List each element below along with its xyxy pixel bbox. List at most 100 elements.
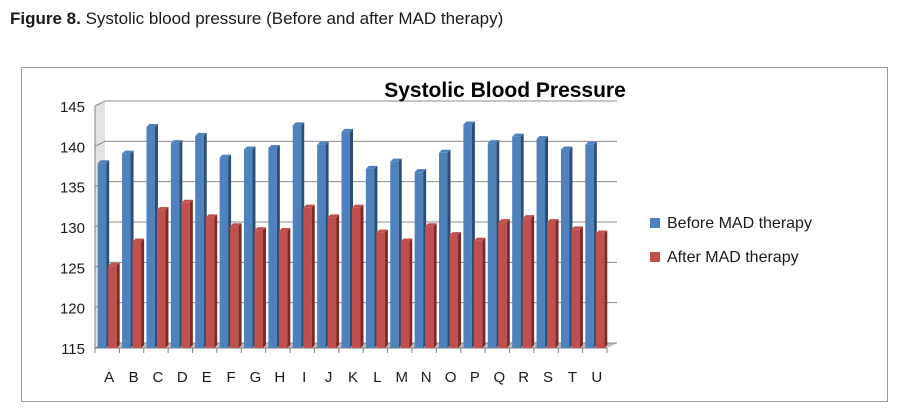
bar-before-top	[195, 132, 207, 136]
bar-before	[243, 146, 256, 348]
bar-before	[560, 146, 573, 348]
bar-after-front	[449, 235, 459, 348]
bar-after-top	[278, 228, 291, 232]
bar-after	[181, 199, 193, 348]
bar-before	[487, 140, 500, 348]
bar-after	[156, 207, 169, 348]
bar-after-top	[547, 219, 559, 223]
bar-after-front	[156, 210, 166, 348]
bar-after-top	[254, 227, 266, 231]
bar-before	[170, 140, 183, 348]
bar-after-side	[311, 204, 315, 348]
bar-before-front	[243, 149, 253, 348]
bar-before-top	[341, 128, 353, 132]
bar-after-front	[547, 222, 556, 348]
bar-before	[365, 165, 378, 348]
bar-after-top	[181, 199, 193, 203]
x-tick-label: D	[177, 369, 188, 386]
gridline	[94, 100, 617, 107]
bar-after-front	[400, 241, 410, 348]
bar-after-side	[262, 227, 266, 348]
bar-after	[327, 214, 340, 348]
bar-after	[425, 223, 437, 348]
bar-after-front	[230, 226, 239, 348]
x-tick-label: A	[104, 369, 114, 386]
bar-after-top	[449, 232, 462, 236]
bar-before-top	[317, 141, 329, 145]
bar-before-front	[414, 172, 424, 348]
bar-after-side	[214, 214, 218, 348]
bar-before-top	[365, 165, 378, 169]
bar-after-top	[352, 204, 364, 208]
bar-after-front	[205, 217, 215, 348]
x-tick-label: L	[373, 369, 381, 386]
bar-after	[108, 262, 120, 348]
bar-before-top	[243, 146, 256, 150]
bar-before	[219, 154, 232, 348]
y-tick-label: 130	[60, 220, 85, 237]
bar-before-top	[390, 158, 402, 162]
figure-caption-text: Systolic blood pressure (Before and afte…	[85, 9, 504, 28]
bar-after-front	[498, 222, 507, 348]
bar-before-front	[146, 126, 155, 349]
bar-after-side	[189, 199, 193, 348]
x-tick-label: G	[250, 369, 262, 386]
figure-caption: Figure 8. Systolic blood pressure (Befor…	[10, 9, 503, 29]
bar-before	[341, 128, 353, 348]
gridline	[94, 140, 617, 147]
bar-after	[303, 204, 315, 348]
bar-after-front	[181, 202, 190, 348]
bar-after-front	[132, 241, 142, 348]
x-tick-label: U	[591, 369, 602, 386]
bar-after-front	[425, 226, 434, 348]
x-tick-label: P	[470, 369, 480, 386]
bar-before-front	[536, 139, 546, 348]
bar-after-side	[531, 215, 535, 348]
bar-before-front	[317, 144, 326, 348]
bar-before-top	[439, 149, 451, 153]
bar-after-side	[604, 230, 608, 348]
bar-before	[463, 121, 475, 348]
legend-label: Before MAD therapy	[667, 215, 812, 232]
bar-after-top	[327, 214, 340, 218]
bar-after-side	[384, 229, 388, 348]
bar-before-top	[414, 169, 427, 173]
bar-after-side	[555, 219, 559, 348]
legend-swatch	[650, 218, 660, 228]
bar-after-side	[482, 237, 486, 348]
bar-after-top	[230, 223, 242, 227]
bar-before	[439, 149, 451, 348]
x-tick-label: F	[227, 369, 236, 386]
bar-after	[571, 226, 583, 348]
x-tick-label: H	[274, 369, 285, 386]
bar-after	[498, 219, 510, 348]
bar-after-side	[165, 207, 169, 348]
bar-after-front	[376, 232, 385, 348]
x-tick-label: C	[153, 369, 164, 386]
bar-after	[473, 237, 486, 348]
bar-before	[585, 141, 597, 348]
bar-before-front	[97, 163, 107, 348]
bar-after-front	[108, 265, 117, 348]
bar-after	[254, 227, 266, 348]
bar-before	[268, 144, 280, 348]
bar-after-side	[238, 223, 242, 348]
bar-after	[400, 238, 413, 348]
bar-after-side	[287, 228, 291, 348]
y-tick-label: 140	[60, 139, 85, 156]
y-tick-label: 125	[60, 260, 85, 277]
bar-after-side	[458, 232, 462, 348]
bar-after-side	[506, 219, 510, 348]
bar-before-top	[512, 133, 524, 137]
bar-after-top	[303, 204, 315, 208]
bar-after-front	[473, 240, 483, 348]
bar-before	[512, 133, 524, 348]
bar-after	[547, 219, 559, 348]
bar-after-front	[303, 207, 312, 348]
bar-after	[278, 228, 291, 348]
bar-before-front	[170, 143, 180, 348]
bar-before-top	[463, 121, 475, 125]
bar-after-front	[254, 230, 263, 348]
bar-before-front	[268, 147, 277, 348]
bar-before-front	[219, 157, 229, 348]
